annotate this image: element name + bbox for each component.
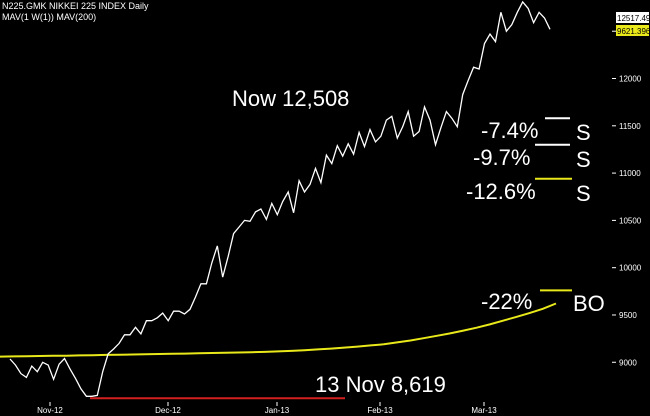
annotation-12-6-marker: S [576,181,591,206]
x-tick-label: Mar-13 [471,406,497,415]
chart-title: N225.GMK NIKKEI 225 INDEX Daily [2,1,149,11]
annotation-now-label: Now 12,508 [232,86,349,111]
x-tick-label: Dec-12 [155,406,181,415]
x-tick-label: Feb-13 [367,406,393,415]
y-tick-label: 12000 [619,75,642,84]
annotation-7-4-label: -7.4% [481,118,538,143]
ma-readout-value: 9621.39664 [617,27,650,36]
annotation-low-label: 13 Nov 8,619 [315,372,446,397]
y-tick-label: 10000 [619,264,642,273]
ma200-series-line [0,302,557,358]
annotation-22-label: -22% [481,289,532,314]
ma-readout-box [616,25,649,36]
annotation-12-6-label: -12.6% [466,179,536,204]
y-tick-label: 11500 [619,122,641,131]
x-tick-label: Nov-12 [37,406,63,415]
annotation-9-7-marker: S [576,147,591,172]
annotation-7-4-marker: S [576,120,591,145]
price-readout-value: 12517.49 [617,14,650,23]
price-series-line [9,0,551,397]
indicator-legend: MAV(1 W(1)) MAV(200) [2,12,97,22]
annotation-9-7-label: -9.7% [473,145,530,170]
annotation-22-marker: BO [573,291,605,316]
y-tick-label: 9000 [619,358,637,367]
price-readout-box [616,12,649,23]
y-tick-label: 9500 [619,311,637,320]
y-tick-label: 11000 [619,169,641,178]
x-tick-label: Jan-13 [265,406,290,415]
y-tick-label: 10500 [619,216,642,225]
